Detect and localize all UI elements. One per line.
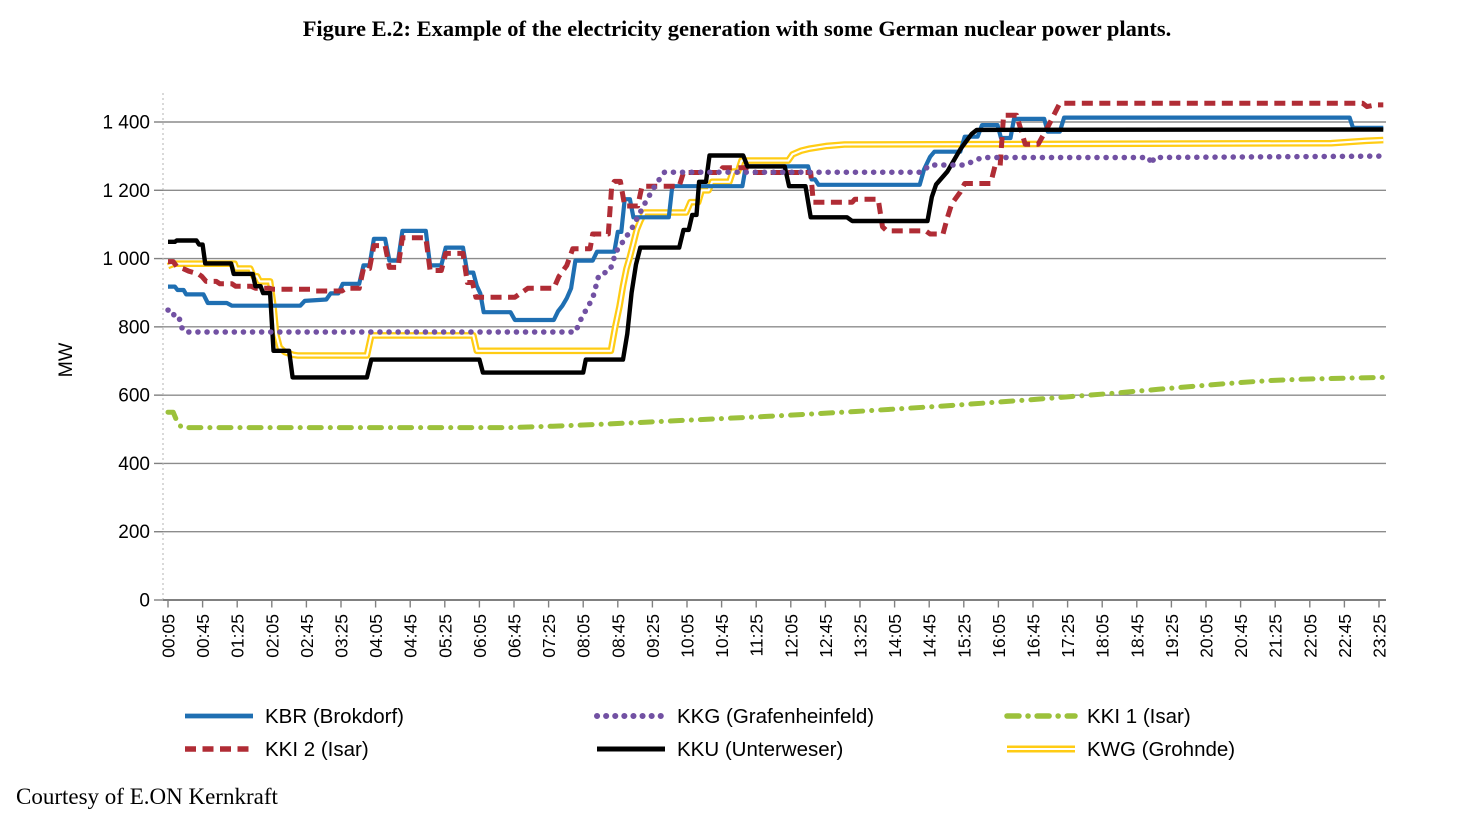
series-line-kki-1-isar <box>165 374 1386 431</box>
x-tick-label: 04:05 <box>366 614 386 658</box>
legend-label-kki-2-isar: KKI 2 (Isar) <box>265 738 369 761</box>
x-tick-label: 00:05 <box>159 614 179 658</box>
figure-title: Figure E.2: Example of the electricity g… <box>302 16 1172 41</box>
x-tick-label: 19:25 <box>1162 614 1182 658</box>
x-tick-label: 02:05 <box>262 614 282 658</box>
x-tick-label: 11:25 <box>747 614 767 657</box>
x-tick-label: 07:25 <box>539 614 559 658</box>
courtesy-note: Courtesy of E.ON Kernkraft <box>16 784 278 809</box>
x-tick-label: 08:45 <box>608 614 628 658</box>
x-tick-label: 16:05 <box>989 614 1009 658</box>
legend-item-kku-unterweser: KKU (Unterweser) <box>597 738 843 761</box>
y-tick-label: 200 <box>118 522 150 543</box>
x-tick-label: 13:25 <box>851 614 871 658</box>
legend-item-kbr-brokdorf: KBR (Brokdorf) <box>185 705 404 728</box>
x-tick-label: 20:45 <box>1231 614 1251 658</box>
legend-label-kki-1-isar: KKI 1 (Isar) <box>1087 705 1191 728</box>
y-tick-label: 600 <box>118 386 150 407</box>
legend-item-kki-1-isar: KKI 1 (Isar) <box>1004 705 1191 728</box>
y-axis-title: MW <box>55 342 77 377</box>
x-tick-label: 10:05 <box>678 614 698 658</box>
x-tick-label: 04:45 <box>401 614 421 658</box>
x-tick-label: 01:25 <box>228 614 248 658</box>
y-tick-label: 400 <box>118 454 150 475</box>
x-tick-label: 16:45 <box>1024 614 1044 658</box>
series-line-kku-unterweser <box>168 127 1384 380</box>
x-tick-label: 08:05 <box>574 614 594 658</box>
x-tick-label: 18:05 <box>1093 614 1113 658</box>
x-tick-label: 18:45 <box>1127 614 1147 658</box>
legend-label-kwg-grohnde: KWG (Grohnde) <box>1087 738 1235 761</box>
x-tick-label: 23:25 <box>1370 614 1390 658</box>
x-tick-label: 15:25 <box>954 614 974 658</box>
legend-item-kki-2-isar: KKI 2 (Isar) <box>185 738 369 761</box>
y-tick-label: 1 400 <box>102 113 150 134</box>
y-tick-label: 1 200 <box>102 181 150 202</box>
x-tick-label: 12:45 <box>816 614 836 658</box>
y-tick-label: 1 000 <box>102 249 150 270</box>
x-tick-label: 22:05 <box>1300 614 1320 658</box>
x-tick-label: 05:25 <box>435 614 455 658</box>
x-tick-label: 17:25 <box>1058 614 1078 658</box>
x-tick-label: 06:05 <box>470 614 490 658</box>
x-tick-label: 14:05 <box>885 614 905 658</box>
y-tick-label: 800 <box>118 317 150 338</box>
x-tick-label: 22:45 <box>1335 614 1355 658</box>
legend-item-kkg-grafenheinfeld: KKG (Grafenheinfeld) <box>594 705 874 728</box>
x-tick-label: 21:25 <box>1266 614 1286 658</box>
series-line-kki-2-isar <box>168 100 1384 300</box>
x-tick-label: 20:05 <box>1197 614 1217 658</box>
series-line-kbr-brokdorf <box>168 115 1384 323</box>
x-tick-label: 12:05 <box>781 614 801 658</box>
x-tick-label: 14:45 <box>920 614 940 658</box>
legend-item-kwg-grohnde: KWG (Grohnde) <box>1007 738 1235 761</box>
x-tick-label: 06:45 <box>505 614 525 658</box>
legend-label-kbr-brokdorf: KBR (Brokdorf) <box>265 705 404 728</box>
y-tick-label: 0 <box>139 591 150 612</box>
x-tick-label: 00:45 <box>193 614 213 658</box>
legend-label-kku-unterweser: KKU (Unterweser) <box>677 738 843 761</box>
x-tick-label: 09:25 <box>643 614 663 658</box>
series-line-kkg-grafenheinfeld <box>165 153 1387 335</box>
x-tick-label: 02:45 <box>297 614 317 658</box>
x-tick-label: 03:25 <box>332 614 352 658</box>
series-line-core-kwg-grohnde <box>167 139 1384 357</box>
x-tick-label: 10:45 <box>712 614 732 658</box>
legend-label-kkg-grafenheinfeld: KKG (Grafenheinfeld) <box>677 705 874 728</box>
